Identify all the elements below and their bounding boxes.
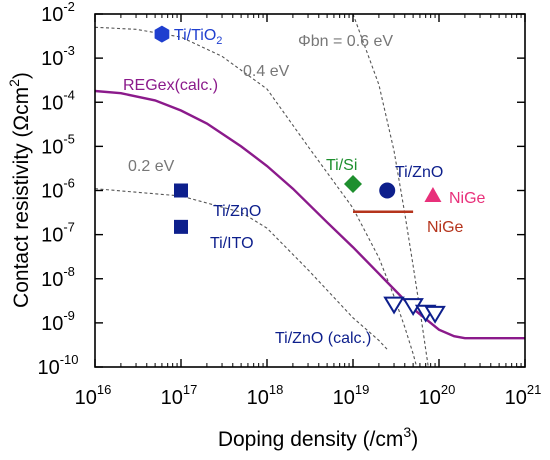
theory-curve-1 bbox=[95, 26, 418, 367]
y-tick-base: 10 bbox=[37, 357, 59, 379]
y-tick-exp: -5 bbox=[63, 131, 75, 146]
x-tick-label-3: 1019 bbox=[333, 382, 370, 409]
label-ti-tio2-main: Ti/TiO bbox=[174, 27, 216, 44]
y-tick-base: 10 bbox=[41, 4, 63, 26]
y-tick-exp: -7 bbox=[63, 220, 75, 235]
marker-6-0 bbox=[383, 296, 405, 315]
label-ti-tio2: Ti/TiO2 bbox=[174, 27, 222, 47]
y-tick-exp: -10 bbox=[60, 352, 79, 367]
y-tick-label-8: 10-10 bbox=[37, 352, 78, 379]
y-tick-exp: -6 bbox=[63, 176, 75, 191]
y-tick-exp: -4 bbox=[63, 87, 75, 102]
y-tick-label-7: 10-9 bbox=[41, 308, 75, 335]
y-tick-label-2: 10-4 bbox=[41, 87, 75, 114]
y-tick-label-6: 10-8 bbox=[41, 264, 75, 291]
y-tick-base: 10 bbox=[41, 48, 63, 70]
theory-curve-2 bbox=[352, 14, 429, 367]
label-0-6ev: Φbn = 0.6 eV bbox=[298, 33, 393, 50]
y-tick-label-0: 10-2 bbox=[41, 0, 75, 26]
y-tick-exp: -3 bbox=[63, 43, 75, 58]
label-ti-tio2-sub: 2 bbox=[216, 35, 222, 47]
x-tick-exp: 19 bbox=[355, 382, 369, 397]
marker-5-0 bbox=[424, 187, 442, 203]
label-regex: REGex(calc.) bbox=[123, 77, 218, 94]
x-tick-base: 10 bbox=[75, 387, 97, 409]
y-tick-base: 10 bbox=[41, 181, 63, 203]
x-tick-exp: 17 bbox=[183, 382, 197, 397]
regex-curve-group bbox=[95, 89, 525, 340]
marker-2-0 bbox=[174, 219, 188, 234]
x-tick-exp: 21 bbox=[527, 382, 541, 397]
x-tick-base: 10 bbox=[505, 387, 527, 409]
theory-curves bbox=[95, 14, 429, 367]
y-tick-exp: -9 bbox=[63, 308, 75, 323]
y-axis-title: Contact resistivity (Ωcm2) bbox=[6, 72, 33, 308]
label-ti-zno-right: Ti/ZnO bbox=[395, 164, 443, 181]
y-tick-base: 10 bbox=[41, 92, 63, 114]
y-tick-base: 10 bbox=[41, 313, 63, 335]
y-tick-base: 10 bbox=[41, 269, 63, 291]
marker-0-0 bbox=[154, 25, 170, 43]
x-tick-exp: 18 bbox=[269, 382, 283, 397]
marker-3-0 bbox=[344, 175, 362, 194]
y-tick-base: 10 bbox=[41, 136, 63, 158]
marker-4-0 bbox=[379, 182, 396, 199]
regex-curve bbox=[95, 89, 525, 340]
label-0-2ev: 0.2 eV bbox=[128, 158, 175, 175]
y-tick-label-1: 10-3 bbox=[41, 43, 75, 70]
x-tick-exp: 16 bbox=[97, 382, 111, 397]
label-ti-ito: Ti/ITO bbox=[210, 235, 254, 252]
y-tick-exp: -8 bbox=[63, 264, 75, 279]
y-tick-label-4: 10-6 bbox=[41, 176, 75, 203]
axis-ticks: 1016 1017 1018 1019 1020 102110-210-310-410-5… bbox=[37, 0, 541, 409]
theory-curve-0 bbox=[95, 188, 388, 350]
label-ti-zno-calc: Ti/ZnO (calc.) bbox=[275, 330, 371, 347]
x-axis-title: Doping density (/cm3) bbox=[218, 424, 418, 451]
label-ti-zno-left: Ti/ZnO bbox=[213, 203, 261, 220]
x-tick-base: 10 bbox=[419, 387, 441, 409]
label-ti-si: Ti/Si bbox=[326, 157, 357, 174]
x-tick-label-5: 1021 bbox=[505, 382, 542, 409]
y-tick-label-5: 10-7 bbox=[41, 220, 75, 247]
y-tick-base: 10 bbox=[41, 225, 63, 247]
label-nige-line: NiGe bbox=[427, 219, 464, 236]
x-tick-label-0: 1016 bbox=[75, 382, 112, 409]
x-tick-label-2: 1018 bbox=[247, 382, 284, 409]
x-tick-exp: 20 bbox=[441, 382, 455, 397]
x-tick-base: 10 bbox=[247, 387, 269, 409]
y-tick-label-3: 10-5 bbox=[41, 131, 75, 158]
label-nige-triangle: NiGe bbox=[449, 190, 486, 207]
x-tick-base: 10 bbox=[161, 387, 183, 409]
x-tick-label-1: 1017 bbox=[161, 382, 198, 409]
label-0-4ev: 0.4 eV bbox=[243, 63, 290, 80]
annotation-labels: Ti/TiO2 Ti/ZnO Ti/ITO Ti/Si Ti/ZnO NiGe NiGe Ti… bbox=[123, 27, 486, 347]
x-tick-base: 10 bbox=[333, 387, 355, 409]
y-tick-exp: -2 bbox=[63, 0, 75, 14]
data-markers bbox=[154, 25, 446, 324]
x-tick-label-4: 1020 bbox=[419, 382, 456, 409]
marker-1-0 bbox=[174, 183, 188, 198]
marker-6-3 bbox=[424, 305, 446, 324]
